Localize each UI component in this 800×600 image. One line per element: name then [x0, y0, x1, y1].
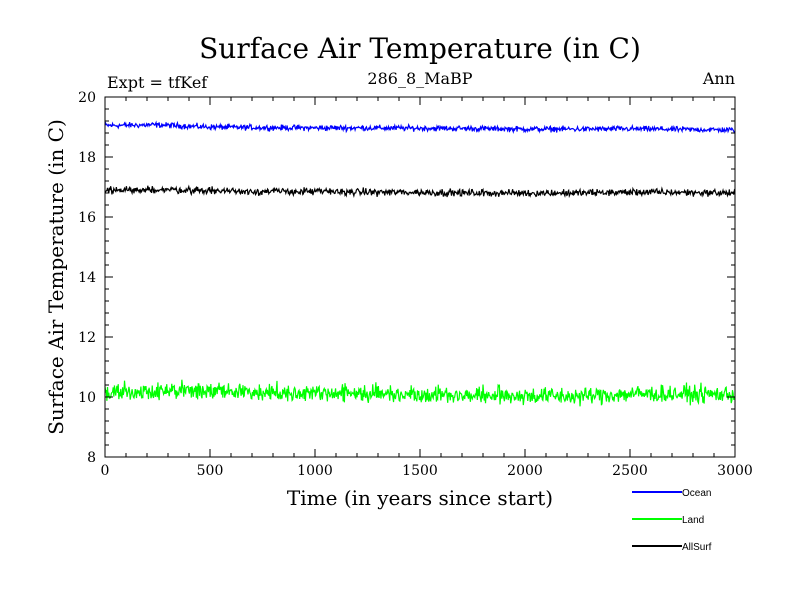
- y-tick-label: 12: [78, 330, 96, 346]
- series-line-ocean: [104, 120, 736, 134]
- chart-subtitle: 286_8_MaBP: [367, 69, 472, 88]
- y-tick-label: 8: [87, 450, 96, 466]
- experiment-label: Expt = tfKef: [107, 73, 208, 92]
- x-tick-label: 500: [197, 463, 224, 479]
- x-tick-label: 1500: [402, 463, 438, 479]
- x-tick-label: 3000: [717, 463, 753, 479]
- legend-label-land: Land: [682, 515, 704, 526]
- y-axis-label: Surface Air Temperature (in C): [44, 119, 68, 435]
- x-tick-label: 1000: [297, 463, 333, 479]
- axis-layer: 0 500 1000 1500 2000 2500 3000 8 10 12 14 16 18 20: [78, 90, 753, 479]
- chart-title: Surface Air Temperature (in C): [199, 32, 641, 65]
- x-tick-label: 0: [101, 463, 110, 479]
- x-tick-label: 2000: [507, 463, 543, 479]
- y-tick-label: 16: [78, 210, 96, 226]
- x-axis-label: Time (in years since start): [287, 486, 553, 510]
- x-tick-label: 2500: [612, 463, 648, 479]
- y-tick-label: 20: [78, 90, 96, 106]
- series-line-land: [104, 379, 736, 407]
- season-label: Ann: [702, 69, 735, 88]
- legend-label-allsurf: AllSurf: [682, 542, 712, 553]
- y-tick-label: 10: [78, 390, 96, 406]
- y-tick-label: 18: [78, 150, 96, 166]
- legend: Ocean Land AllSurf: [632, 488, 712, 553]
- series-layer: [104, 120, 736, 407]
- series-line-allsurf: [104, 184, 736, 199]
- plot-frame: [104, 96, 736, 458]
- legend-label-ocean: Ocean: [682, 488, 711, 499]
- y-tick-label: 14: [78, 270, 96, 286]
